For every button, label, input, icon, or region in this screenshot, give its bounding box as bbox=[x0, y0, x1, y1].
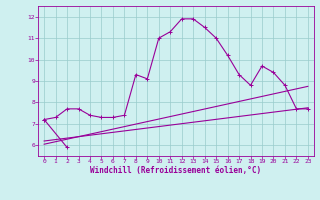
X-axis label: Windchill (Refroidissement éolien,°C): Windchill (Refroidissement éolien,°C) bbox=[91, 166, 261, 175]
